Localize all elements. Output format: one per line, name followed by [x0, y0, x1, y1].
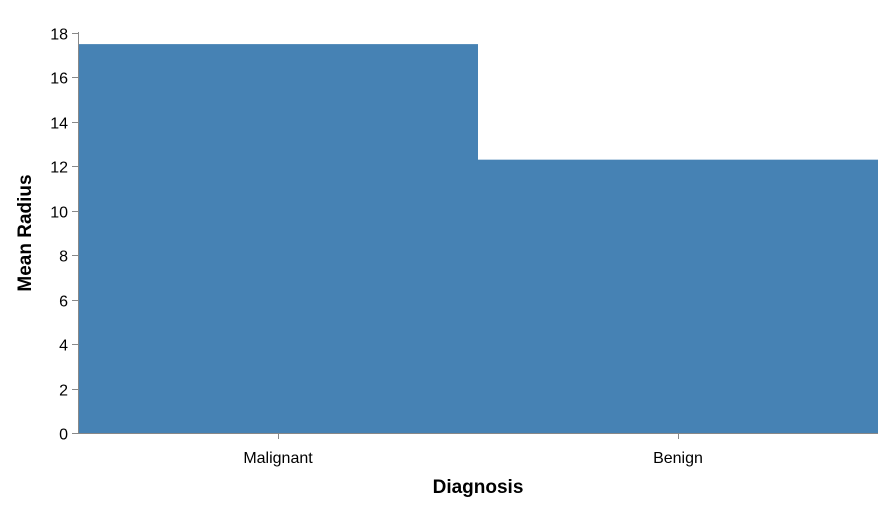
- x-axis-title: Diagnosis: [433, 477, 524, 498]
- y-tick-label-8: 8: [59, 249, 68, 266]
- y-axis: 0 2 4 6 8 10 12 14 16 18: [50, 27, 79, 444]
- bar-malignant: [78, 44, 478, 433]
- bar-benign: [478, 159, 878, 433]
- y-tick-label-14: 14: [50, 116, 68, 133]
- y-tick-label-10: 10: [50, 205, 68, 222]
- x-tick-label-malignant: Malignant: [243, 450, 313, 467]
- y-tick-label-18: 18: [50, 27, 68, 44]
- bars-group: [78, 44, 878, 433]
- y-tick-label-4: 4: [59, 338, 68, 355]
- y-tick-label-0: 0: [59, 427, 68, 444]
- y-tick-label-2: 2: [59, 383, 68, 400]
- y-axis-title: Mean Radius: [15, 174, 36, 291]
- x-tick-label-benign: Benign: [653, 450, 703, 467]
- x-axis: Malignant Benign: [78, 433, 878, 467]
- y-tick-label-6: 6: [59, 294, 68, 311]
- y-tick-label-16: 16: [50, 71, 68, 88]
- y-tick-label-12: 12: [50, 160, 68, 177]
